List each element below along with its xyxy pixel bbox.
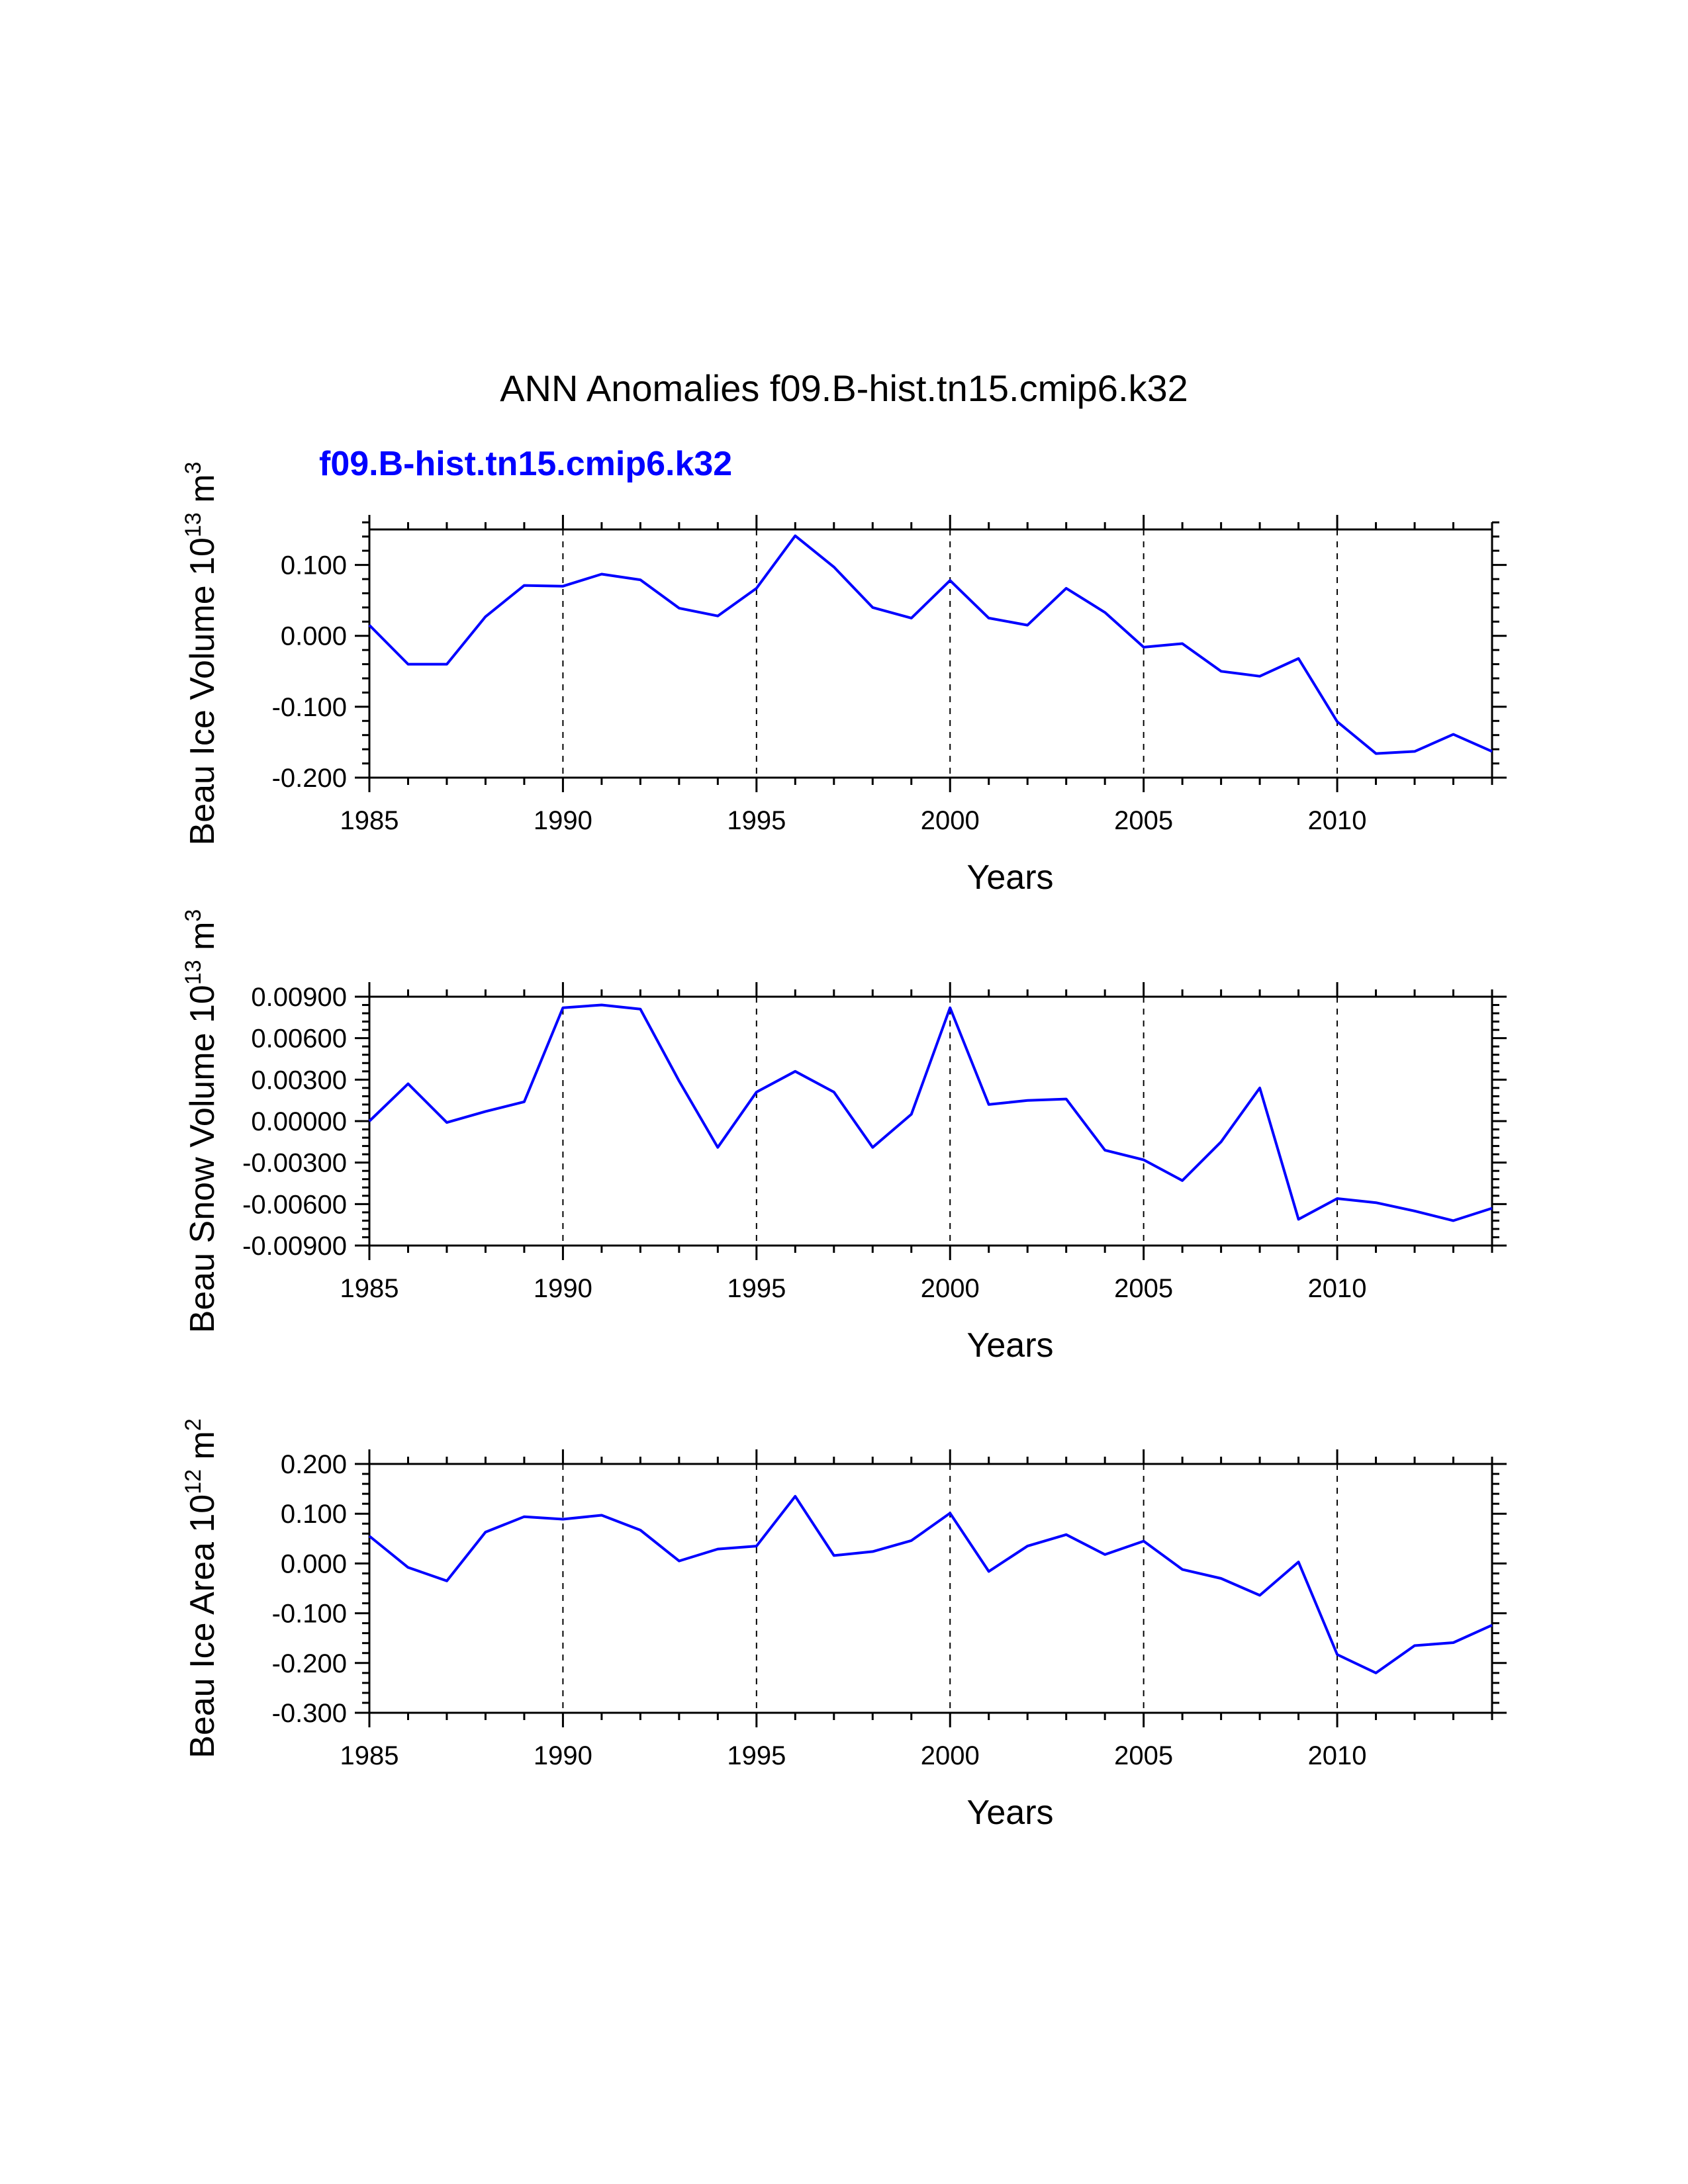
- y-axis-label-exponent: 12: [181, 1469, 206, 1494]
- y-tick-label: 0.000: [281, 1549, 347, 1578]
- y-tick-label: -0.200: [272, 1649, 347, 1678]
- y-tick-label: 0.00600: [251, 1024, 347, 1054]
- x-tick-label: 1995: [727, 806, 786, 835]
- y-tick-label: -0.00300: [242, 1149, 347, 1178]
- y-tick-label: -0.00900: [242, 1232, 347, 1261]
- run-label: f09.B-hist.tn15.cmip6.k32: [319, 445, 732, 483]
- y-tick-label: 0.00900: [251, 983, 347, 1012]
- x-tick-label: 2000: [921, 1274, 980, 1303]
- y-tick-label: 0.00000: [251, 1107, 347, 1136]
- x-tick-label: 2000: [921, 1741, 980, 1770]
- panel-ice-area: 1985 1990 1995 2000 2005 2010 -0.300 -0.200 -0.1…: [181, 1418, 1507, 1832]
- x-axis-label: Years: [966, 858, 1053, 897]
- panels: 1985 1990 1995 2000 2005 2010 -0.200 -0.100 0.00…: [181, 462, 1507, 1832]
- x-tick-label: 2010: [1308, 1274, 1367, 1303]
- y-tick-label: 0.100: [281, 551, 347, 580]
- y-axis-label-unit-exponent: 3: [181, 909, 206, 922]
- x-tick-label: 2005: [1114, 1741, 1173, 1770]
- y-tick-label: -0.100: [272, 1600, 347, 1629]
- y-tick-label: -0.00600: [242, 1190, 347, 1219]
- x-tick-label: 1985: [340, 1274, 399, 1303]
- y-axis-label-exponent: 13: [181, 512, 206, 537]
- x-tick-label: 2005: [1114, 806, 1173, 835]
- y-axis-label: Beau Snow Volume 1013 m3: [181, 909, 222, 1334]
- panel-snow-volume: 1985 1990 1995 2000 2005 2010 -0.00900 -0.00600…: [181, 909, 1507, 1365]
- y-axis-label-main: Beau Ice Volume 10: [183, 537, 222, 845]
- y-tick-label: 0.200: [281, 1450, 347, 1479]
- series-line-snow-volume: [368, 1003, 1493, 1222]
- x-tick-label: 1995: [727, 1741, 786, 1770]
- y-axis-label-unit-exponent: 3: [181, 462, 206, 475]
- x-tick-label: 2000: [921, 806, 980, 835]
- y-tick-label: 0.000: [281, 622, 347, 651]
- x-tick-label: 2005: [1114, 1274, 1173, 1303]
- plot-frame: [368, 995, 1493, 1247]
- x-tick-label: 1985: [340, 1741, 399, 1770]
- x-axis-label: Years: [966, 1326, 1053, 1365]
- y-tick-label: -0.200: [272, 764, 347, 793]
- plot-frame: [368, 1463, 1493, 1714]
- x-tick-label: 2010: [1308, 806, 1367, 835]
- x-tick-label: 2010: [1308, 1741, 1367, 1770]
- y-axis-label-unit: m: [183, 1431, 222, 1469]
- y-axis-label-unit-exponent: 2: [181, 1418, 206, 1431]
- y-axis-label-unit: m: [183, 922, 222, 960]
- y-axis-label-main: Beau Snow Volume 10: [183, 985, 222, 1333]
- y-axis-label-main: Beau Ice Area 10: [183, 1494, 222, 1758]
- plot-frame: [368, 528, 1493, 779]
- y-axis-label-unit: m: [183, 474, 222, 512]
- y-axis-label: Beau Ice Area 1012 m2: [181, 1418, 222, 1758]
- y-tick-label: -0.300: [272, 1699, 347, 1728]
- x-axis-label: Years: [966, 1794, 1053, 1832]
- y-tick-label: 0.100: [281, 1500, 347, 1529]
- y-tick-label: 0.00300: [251, 1066, 347, 1095]
- x-tick-label: 1995: [727, 1274, 786, 1303]
- y-tick-label: -0.100: [272, 693, 347, 722]
- series-line-ice-area: [368, 1494, 1493, 1674]
- x-tick-label: 1990: [534, 1741, 592, 1770]
- x-tick-label: 1990: [534, 1274, 592, 1303]
- figure-title: ANN Anomalies f09.B-hist.tn15.cmip6.k32: [500, 367, 1188, 409]
- x-tick-label: 1990: [534, 806, 592, 835]
- y-axis-label: Beau Ice Volume 1013 m3: [181, 462, 222, 846]
- series-line-ice-volume: [368, 534, 1493, 755]
- panel-ice-volume: 1985 1990 1995 2000 2005 2010 -0.200 -0.100 0.00…: [181, 462, 1507, 897]
- x-tick-label: 1985: [340, 806, 399, 835]
- y-axis-label-exponent: 13: [181, 960, 206, 985]
